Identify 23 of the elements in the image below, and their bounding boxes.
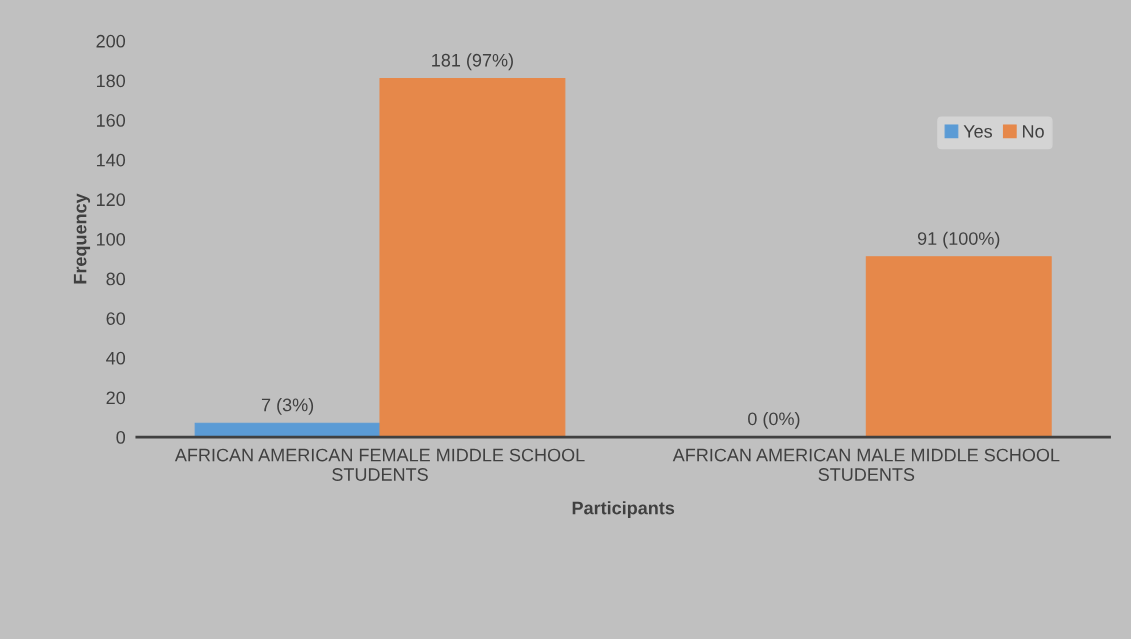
legend-label: No [1023,125,1044,138]
y-tick-label: 80 [106,272,126,286]
y-tick-label: 100 [96,232,126,246]
bar [379,77,566,438]
data-label: 0 (0%) [748,411,800,429]
y-tick-label: 160 [96,114,126,127]
legend-label: Yes [963,125,993,138]
y-tick-label: 40 [106,351,126,365]
y-tick-label: 200 [96,34,126,48]
y-tick-label: 0 [116,431,126,444]
data-label: 7 (3%) [261,398,314,415]
y-tick-label: 60 [106,312,126,325]
y-axis-title: Frequency [73,193,91,284]
y-tick-label: 20 [106,391,126,405]
x-tick-label: AFRICAN AMERICAN FEMALE MIDDLE SCHOOL STUDENTS [174,448,585,481]
y-tick-label: 180 [96,74,126,88]
x-axis-title: Participants [572,501,675,518]
y-tick-label: 120 [96,193,126,207]
x-tick-label: AFRICAN AMERICAN MALE MIDDLE SCHOOL STUDENTS [672,448,1060,481]
y-tick-label: 140 [96,153,126,167]
data-label: 181 (97%) [432,53,513,71]
data-label: 91 (100%) [917,231,1000,249]
bar [865,256,1052,438]
